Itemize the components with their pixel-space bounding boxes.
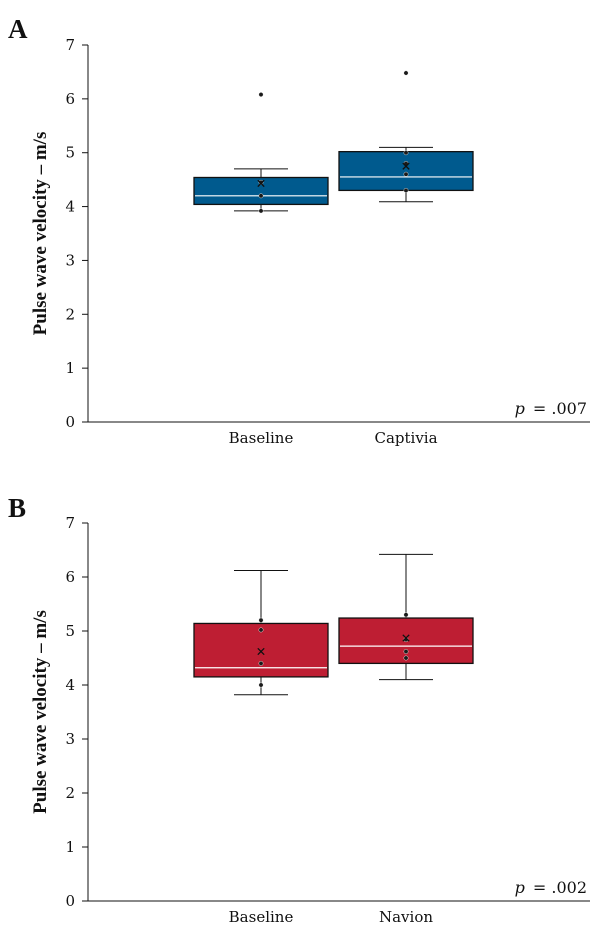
y-tick-label: 3	[65, 251, 75, 269]
panel-letter: B	[8, 493, 26, 523]
y-tick-label: 0	[65, 892, 75, 910]
p-value-annotation: p = .007	[515, 399, 587, 418]
data-point	[403, 188, 409, 193]
chart-panel-a: A Pulse wave velocity – m/s 0 1 2 3 4 5 6 7 Baseli…	[8, 14, 590, 447]
box-baseline	[193, 92, 329, 214]
y-tick-label: 7	[65, 514, 75, 532]
data-point	[403, 171, 409, 177]
mean-marker-stroke	[402, 162, 410, 170]
data-point	[258, 627, 264, 633]
box-baseline	[193, 570, 329, 696]
p-symbol: p	[515, 878, 525, 897]
y-tick-label: 3	[65, 730, 75, 748]
mean-marker-stroke	[402, 634, 410, 642]
data-point	[403, 70, 409, 76]
y-tick-label: 6	[65, 90, 75, 108]
y-tick-label: 2	[65, 784, 75, 802]
y-tick-label: 1	[65, 359, 75, 377]
box-body	[338, 150, 474, 192]
panel-letter: A	[8, 14, 28, 44]
mean-marker	[402, 634, 410, 642]
data-point	[403, 612, 409, 618]
p-symbol: p	[515, 399, 525, 418]
y-tick-label: 5	[65, 144, 75, 162]
data-point	[403, 649, 409, 654]
box-body	[193, 176, 329, 206]
y-tick-label: 7	[65, 36, 75, 54]
y-tick-label: 2	[65, 305, 75, 323]
x-category-label: Baseline	[229, 908, 294, 926]
mean-marker	[257, 647, 265, 656]
data-point	[258, 661, 264, 666]
data-point	[403, 655, 409, 661]
data-point	[258, 617, 264, 623]
y-tick-label: 5	[65, 622, 75, 640]
data-point	[403, 150, 409, 156]
y-tick-label: 0	[65, 413, 75, 431]
p-value: = .007	[533, 399, 587, 418]
y-tick-label: 1	[65, 838, 75, 856]
data-point	[258, 92, 264, 97]
y-tick-label: 6	[65, 568, 75, 586]
p-value-annotation: p = .002	[515, 878, 587, 897]
y-tick-label: 4	[65, 676, 75, 694]
y-tick-label: 4	[65, 198, 75, 216]
y-axis-label: Pulse wave velocity – m/s	[30, 132, 51, 336]
x-category-label: Navion	[379, 908, 433, 926]
mean-marker-stroke	[257, 647, 265, 656]
box-captivia	[338, 70, 474, 203]
data-point	[258, 193, 264, 199]
chart-panel-b: B Pulse wave velocity – m/s 0 1 2 3 4 5 6 7 Baseli…	[8, 493, 590, 926]
y-axis-label: Pulse wave velocity – m/s	[30, 610, 51, 814]
data-point	[258, 179, 264, 185]
mean-marker	[257, 179, 265, 188]
p-value: = .002	[533, 878, 587, 897]
x-category-label: Baseline	[229, 429, 294, 447]
x-category-label: Captivia	[374, 429, 437, 447]
mean-marker	[402, 162, 410, 170]
mean-marker-stroke	[257, 179, 265, 188]
data-point	[258, 682, 264, 688]
data-point	[258, 208, 264, 214]
box-navion	[338, 553, 474, 681]
